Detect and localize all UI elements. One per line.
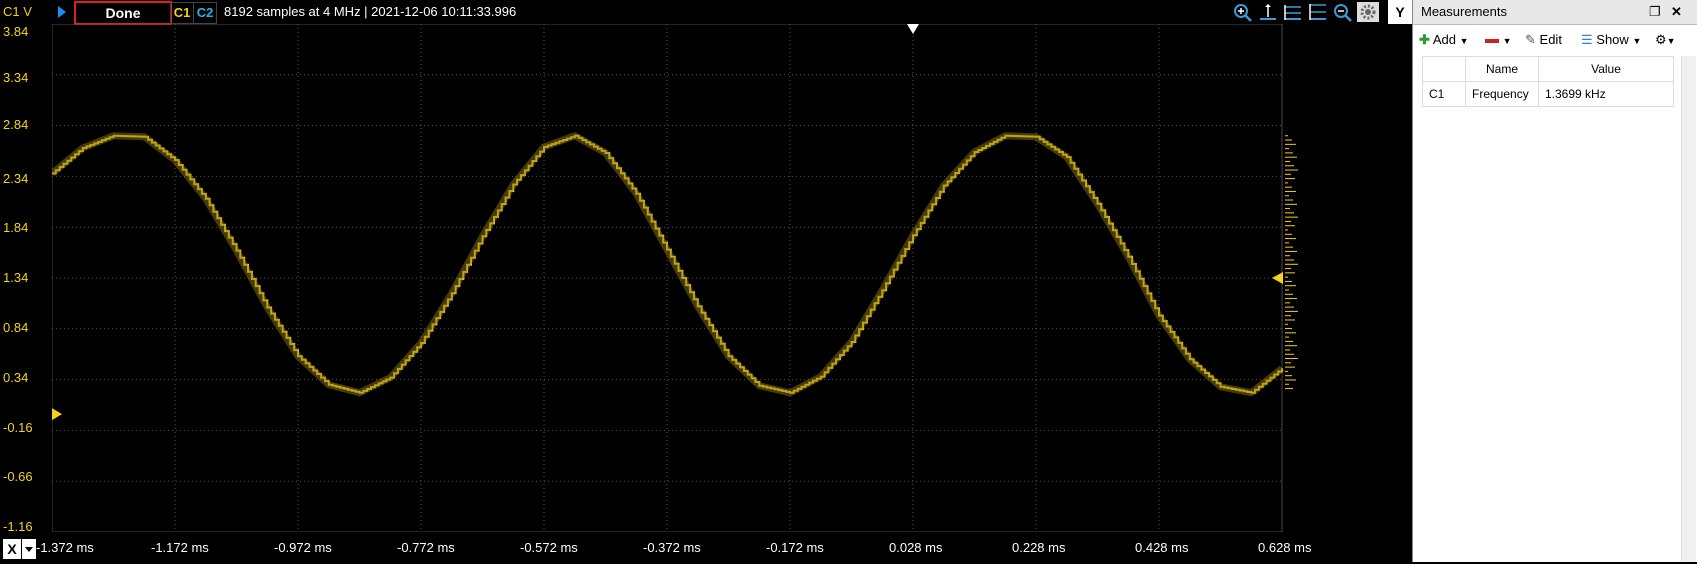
channel-1-button[interactable]: C1 <box>170 2 194 24</box>
play-icon[interactable] <box>54 2 70 22</box>
measurement-value: 1.3699 kHz <box>1539 82 1674 107</box>
oscilloscope-view: C1 V Done C1 C2 8192 samples at 4 MHz | … <box>0 0 1412 562</box>
x-tick-label: 0.628 ms <box>1258 540 1311 555</box>
run-status-button[interactable]: Done <box>74 1 172 25</box>
ground-level-marker <box>52 408 62 420</box>
x-tick-label: 0.228 ms <box>1012 540 1065 555</box>
column-header: Value <box>1539 57 1674 82</box>
float-icon[interactable]: ❐ <box>1649 0 1661 24</box>
x-tick-label: -1.372 ms <box>36 540 94 555</box>
show-measurement-button[interactable]: ☰ Show ▼ <box>1581 29 1641 51</box>
table-row[interactable]: C1 Frequency 1.3699 kHz <box>1423 82 1674 107</box>
y-tick-label: -0.66 <box>3 469 33 484</box>
y-axis-button[interactable]: Y <box>1388 0 1412 24</box>
add-measurement-button[interactable]: ✚ Add ▼ <box>1419 29 1469 51</box>
capture-info: 8192 samples at 4 MHz | 2021-12-06 10:11… <box>224 4 516 19</box>
chevron-down-icon: ▼ <box>1460 36 1469 46</box>
close-icon[interactable]: ✕ <box>1671 0 1682 24</box>
x-tick-label: 0.428 ms <box>1135 540 1188 555</box>
y-tick-label: 0.34 <box>3 370 28 385</box>
x-tick-label: -0.772 ms <box>397 540 455 555</box>
channel-2-button[interactable]: C2 <box>193 2 217 24</box>
x-tick-label: -0.572 ms <box>520 540 578 555</box>
chevron-down-icon: ▼ <box>1632 36 1641 46</box>
grid <box>52 24 1282 532</box>
measurements-panel: Measurements ❐ ✕ ✚ Add ▼ ▼ ✎ Edit ☰ Show… <box>1412 0 1697 562</box>
x-tick-label: -0.172 ms <box>766 540 824 555</box>
x-tick-label: -0.972 ms <box>274 540 332 555</box>
plus-icon: ✚ <box>1419 32 1430 47</box>
y-tick-label: -1.16 <box>3 519 33 534</box>
edit-measurement-button[interactable]: ✎ Edit <box>1525 29 1562 51</box>
scope-toolbar: C1 V Done C1 C2 8192 samples at 4 MHz | … <box>0 0 1412 24</box>
y-tick-label: 1.34 <box>3 270 28 285</box>
x-tick-label: 0.028 ms <box>889 540 942 555</box>
measurement-settings-icon[interactable]: ⚙▼ <box>1655 29 1676 51</box>
measurements-toolbar: ✚ Add ▼ ▼ ✎ Edit ☰ Show ▼ ⚙▼ <box>1413 25 1697 55</box>
trigger-level-marker <box>1272 272 1283 284</box>
channel-axis-label: C1 V <box>3 4 32 19</box>
zoom-out-icon[interactable] <box>1332 2 1354 22</box>
x-tick-label: -1.172 ms <box>151 540 209 555</box>
panel-title: Measurements <box>1421 0 1507 24</box>
y-tick-label: 2.84 <box>3 117 28 132</box>
cursor-b-icon[interactable] <box>1282 2 1304 22</box>
list-icon: ☰ <box>1581 32 1593 47</box>
y-tick-label: -0.16 <box>3 420 33 435</box>
column-header <box>1423 57 1466 82</box>
measurement-channel: C1 <box>1423 82 1466 107</box>
scrollbar[interactable] <box>1681 56 1696 562</box>
chevron-down-icon: ▼ <box>1503 36 1512 46</box>
table-header: Name Value <box>1423 57 1674 82</box>
y-tick-label: 3.34 <box>3 70 28 85</box>
y-tick-label: 2.34 <box>3 171 28 186</box>
pencil-icon: ✎ <box>1525 32 1536 47</box>
measurements-title-bar: Measurements ❐ ✕ <box>1413 0 1697 25</box>
x-tick-label: -0.372 ms <box>643 540 701 555</box>
column-header: Name <box>1466 57 1539 82</box>
y-tick-label: 0.84 <box>3 320 28 335</box>
trigger-time-marker <box>907 24 919 34</box>
zoom-in-icon[interactable] <box>1232 2 1254 22</box>
chevron-down-icon[interactable] <box>22 539 36 559</box>
cursor-a-icon[interactable] <box>1257 2 1279 22</box>
remove-measurement-button[interactable]: ▼ <box>1485 29 1512 51</box>
minus-icon <box>1485 39 1499 43</box>
settings-icon[interactable] <box>1357 2 1379 22</box>
waveform-plot[interactable] <box>52 24 1382 532</box>
y-tick-label: 1.84 <box>3 220 28 235</box>
y-tick-label: 3.84 <box>3 24 28 39</box>
measurement-name: Frequency <box>1466 82 1539 107</box>
measurements-table: Name Value C1 Frequency 1.3699 kHz <box>1422 56 1674 107</box>
cursor-c-icon[interactable] <box>1307 2 1329 22</box>
x-axis-button[interactable]: X <box>3 539 21 559</box>
